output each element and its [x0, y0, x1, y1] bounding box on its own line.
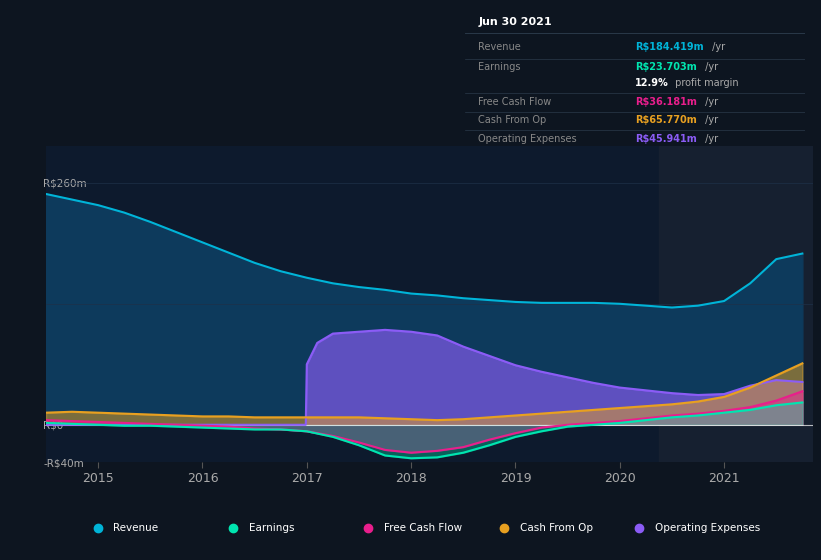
- Text: Operating Expenses: Operating Expenses: [479, 134, 577, 144]
- Text: /yr: /yr: [709, 42, 726, 52]
- Text: Cash From Op: Cash From Op: [520, 523, 593, 533]
- Text: profit margin: profit margin: [672, 78, 739, 88]
- Text: /yr: /yr: [702, 134, 718, 144]
- Text: R$65.770m: R$65.770m: [635, 115, 696, 125]
- Bar: [659, 146, 813, 462]
- Text: Earnings: Earnings: [479, 62, 521, 72]
- Text: R$184.419m: R$184.419m: [635, 42, 704, 52]
- Text: R$36.181m: R$36.181m: [635, 96, 696, 106]
- Text: Free Cash Flow: Free Cash Flow: [479, 96, 552, 106]
- Text: R$23.703m: R$23.703m: [635, 62, 696, 72]
- Text: /yr: /yr: [702, 96, 718, 106]
- Text: Cash From Op: Cash From Op: [479, 115, 547, 125]
- Text: Jun 30 2021: Jun 30 2021: [479, 17, 552, 26]
- Text: R$45.941m: R$45.941m: [635, 134, 696, 144]
- Text: Revenue: Revenue: [113, 523, 158, 533]
- Text: /yr: /yr: [702, 115, 718, 125]
- Text: 12.9%: 12.9%: [635, 78, 668, 88]
- Text: /yr: /yr: [702, 62, 718, 72]
- Text: Revenue: Revenue: [479, 42, 521, 52]
- Text: Earnings: Earnings: [249, 523, 294, 533]
- Text: Operating Expenses: Operating Expenses: [655, 523, 760, 533]
- Text: Free Cash Flow: Free Cash Flow: [384, 523, 462, 533]
